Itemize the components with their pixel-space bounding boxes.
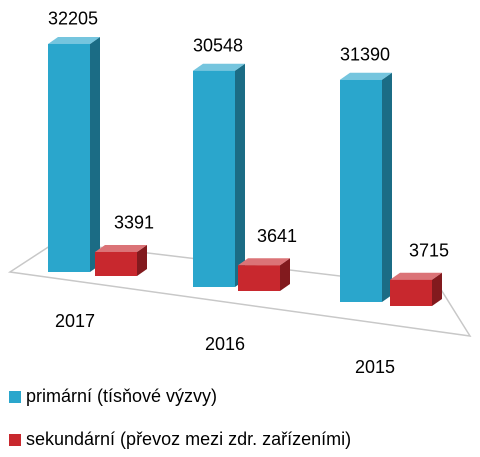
bar-front — [48, 43, 90, 272]
data-label: 31390 — [340, 45, 390, 65]
legend-swatch — [9, 391, 21, 403]
bar — [193, 63, 245, 288]
data-label: 32205 — [48, 9, 98, 29]
bar-front — [193, 70, 235, 288]
bar-top — [238, 258, 290, 266]
bar-top — [340, 72, 392, 80]
bar-side — [137, 244, 147, 276]
bar-side — [90, 36, 100, 272]
legend-swatch — [9, 434, 21, 446]
data-label: 3391 — [114, 213, 154, 233]
bar-side — [432, 272, 442, 306]
bar — [48, 36, 100, 272]
x-tick-label: 2015 — [355, 357, 395, 377]
bar-side — [382, 72, 392, 303]
bar — [95, 244, 147, 276]
bar-top — [390, 272, 442, 280]
bar — [390, 272, 442, 306]
data-label: 3641 — [257, 226, 297, 246]
data-label: 30548 — [193, 35, 243, 55]
x-tick-label: 2016 — [205, 334, 245, 354]
bar-front — [390, 279, 432, 306]
bar-front — [95, 251, 137, 276]
data-label: 3715 — [409, 240, 449, 260]
legend-label: sekundární (převoz mezi zdr. zařízeními) — [26, 429, 351, 449]
bar-front — [340, 79, 382, 303]
x-tick-label: 2017 — [55, 311, 95, 331]
bar-side — [280, 258, 290, 291]
legend-label: primární (tísňové výzvy) — [26, 386, 217, 406]
bar — [340, 72, 392, 303]
bar-top — [48, 36, 100, 44]
bar-top — [193, 63, 245, 71]
bar-front — [238, 265, 280, 291]
bar-side — [235, 63, 245, 288]
bar-top — [95, 244, 147, 252]
bar — [238, 258, 290, 291]
